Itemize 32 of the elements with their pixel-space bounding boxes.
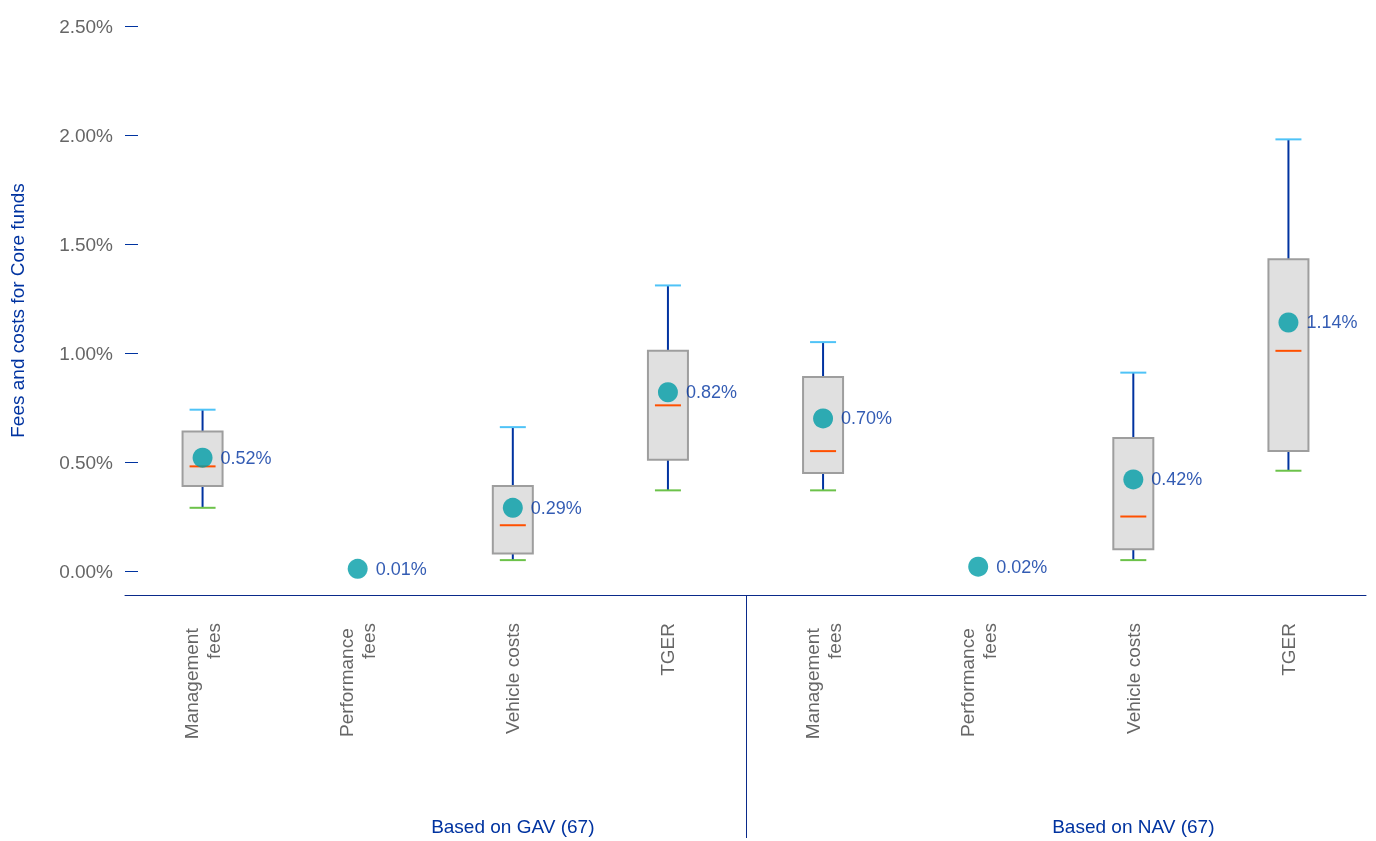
y-tick-label: 1.00%: [59, 342, 114, 364]
y-tick-label: 0.50%: [59, 451, 114, 473]
data-label: 0.01%: [375, 558, 427, 579]
y-axis-title: Fees and costs for Core funds: [7, 183, 28, 438]
point: [1278, 312, 1299, 333]
y-tick-label: 1.50%: [59, 233, 114, 255]
x-tick-label: Performance fees: [336, 623, 380, 738]
data-label: 0.29%: [530, 497, 582, 518]
x-tick-label: Management fees: [801, 623, 845, 740]
data-label: 0.02%: [996, 556, 1048, 577]
point: [502, 497, 523, 518]
point: [1123, 469, 1144, 490]
data-label: 0.82%: [685, 382, 737, 403]
x-tick-label: Vehicle costs: [502, 623, 524, 734]
text: Based on NAV (67): [1052, 816, 1215, 838]
x-tick-label: Vehicle costs: [1122, 623, 1144, 734]
x-tick-label: TGER: [657, 623, 679, 676]
point: [968, 556, 989, 577]
data-label: 1.14%: [1306, 312, 1358, 333]
x-tick-label: Performance fees: [956, 623, 1000, 738]
y-tick-label: 2.00%: [59, 124, 114, 146]
y-tick-label: 2.50%: [59, 15, 114, 37]
x-tick-label: Management fees: [181, 623, 225, 740]
y-tick-label: 0.00%: [59, 560, 114, 582]
point: [347, 558, 368, 579]
data-label: 0.70%: [841, 408, 893, 429]
x-tick-label: TGER: [1277, 623, 1299, 676]
data-label: 0.42%: [1151, 469, 1203, 490]
point: [657, 382, 678, 403]
text: Based on GAV (67): [431, 816, 595, 838]
data-label: 0.52%: [220, 447, 272, 468]
point: [813, 408, 834, 429]
